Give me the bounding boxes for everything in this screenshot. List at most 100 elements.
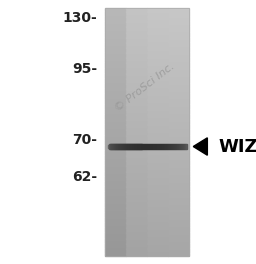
Bar	[168, 88, 189, 90]
Bar	[147, 154, 168, 155]
Bar	[105, 49, 126, 50]
Bar	[126, 203, 147, 204]
Bar	[168, 24, 189, 25]
Bar	[126, 163, 147, 164]
Bar	[126, 31, 147, 33]
Bar	[126, 182, 147, 183]
Bar	[181, 144, 182, 149]
Bar	[147, 150, 168, 152]
Bar	[105, 143, 126, 144]
Bar	[168, 125, 189, 126]
Bar	[147, 166, 168, 167]
Bar	[126, 15, 147, 17]
Bar	[126, 174, 147, 175]
Bar	[105, 59, 126, 60]
Bar	[168, 174, 189, 175]
Bar	[147, 10, 168, 12]
Bar	[168, 82, 189, 84]
Bar	[126, 28, 147, 29]
Bar	[105, 229, 126, 230]
Bar	[147, 149, 168, 150]
Bar	[147, 55, 168, 56]
Bar	[126, 26, 147, 28]
Bar	[105, 162, 126, 163]
Bar	[168, 152, 189, 153]
Bar	[126, 149, 147, 150]
Bar	[105, 17, 126, 18]
Bar	[168, 182, 189, 183]
Bar	[168, 86, 189, 87]
Bar	[168, 192, 189, 193]
Bar	[168, 249, 189, 250]
Bar	[147, 76, 168, 77]
Bar	[168, 226, 189, 228]
Bar	[126, 91, 147, 92]
Bar	[168, 81, 189, 82]
Bar	[147, 171, 168, 172]
Bar	[126, 131, 147, 132]
Bar	[126, 88, 147, 90]
Bar	[126, 96, 147, 97]
Bar	[154, 144, 155, 149]
Bar	[168, 150, 189, 152]
Bar	[126, 168, 147, 169]
Bar	[126, 53, 147, 54]
Bar	[147, 230, 168, 231]
Bar	[105, 100, 126, 101]
Bar	[168, 201, 189, 203]
Bar	[168, 200, 189, 201]
Bar	[147, 31, 168, 33]
Bar	[126, 41, 147, 43]
Bar	[126, 228, 147, 229]
Bar	[126, 59, 147, 60]
Bar	[105, 48, 126, 49]
Bar	[126, 128, 147, 130]
Bar	[105, 96, 126, 97]
Bar	[105, 80, 126, 81]
Bar	[126, 98, 147, 100]
Bar	[105, 9, 126, 10]
Bar	[105, 122, 126, 123]
Bar	[168, 163, 189, 164]
Bar	[105, 12, 126, 13]
Bar	[147, 196, 168, 198]
Bar	[147, 199, 168, 200]
Bar	[147, 190, 168, 192]
Bar	[147, 245, 168, 246]
Bar	[126, 152, 147, 153]
Bar	[168, 216, 189, 218]
Bar	[147, 143, 168, 144]
Text: WIZ: WIZ	[219, 138, 256, 155]
Bar	[105, 205, 126, 206]
Bar	[168, 128, 189, 130]
Bar	[147, 144, 148, 149]
Bar	[147, 120, 168, 121]
Bar	[126, 85, 147, 86]
Bar	[168, 189, 189, 190]
Bar	[105, 110, 126, 111]
Bar	[168, 149, 189, 150]
Bar	[168, 14, 189, 15]
Bar	[129, 144, 131, 149]
Bar	[168, 53, 189, 54]
Bar	[112, 144, 114, 149]
Bar	[147, 155, 168, 157]
Bar	[168, 23, 189, 24]
Bar	[147, 249, 168, 250]
Bar	[147, 213, 168, 214]
Bar	[126, 176, 147, 177]
Bar	[147, 22, 168, 23]
Bar	[147, 71, 168, 72]
Bar	[126, 38, 147, 39]
Bar	[168, 199, 189, 200]
Bar	[168, 76, 189, 77]
Bar	[126, 223, 147, 224]
Bar	[147, 142, 168, 143]
Bar	[168, 68, 189, 69]
Bar	[105, 118, 126, 120]
Bar	[119, 144, 120, 149]
Bar	[168, 162, 189, 163]
Bar	[105, 139, 126, 141]
Bar	[105, 56, 126, 58]
Bar	[105, 188, 126, 189]
